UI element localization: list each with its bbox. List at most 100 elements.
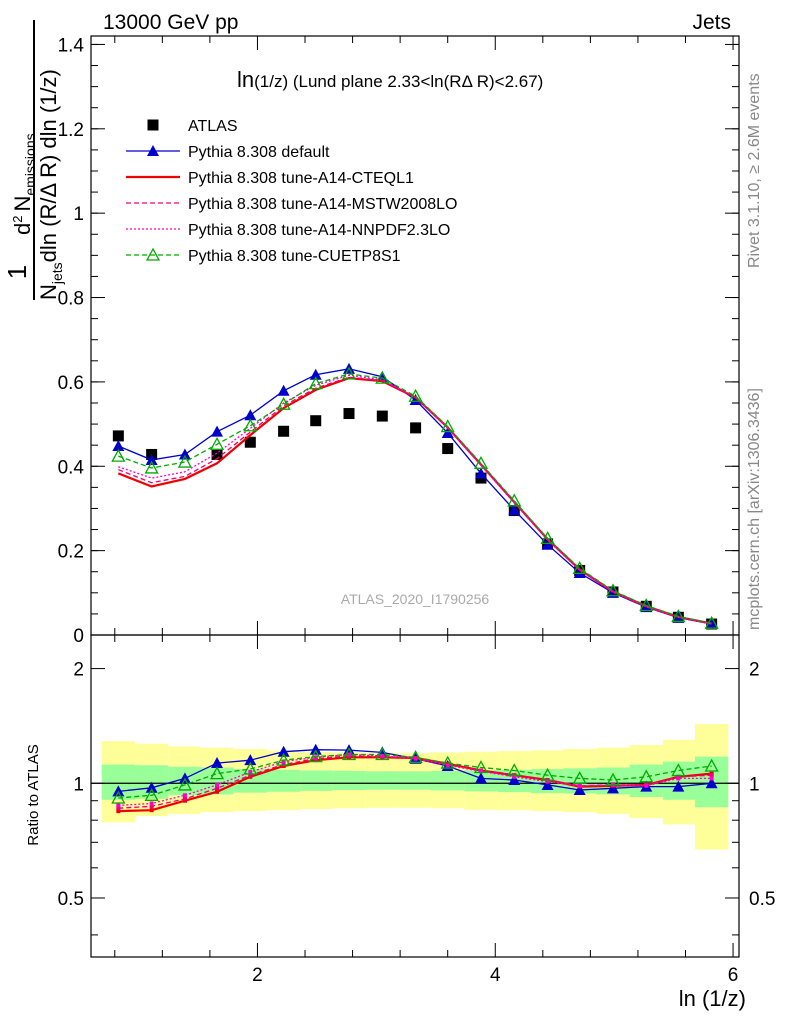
ratio-series-marker [545, 779, 550, 784]
ratio-panel: 2 4 6 0.5 0.5 1 1 2 2 [58, 634, 775, 986]
stat-uncertainty-band [431, 770, 465, 791]
energy-label: 13000 GeV pp [103, 11, 238, 34]
data-point-atlas [244, 436, 256, 448]
ratio-series-marker [182, 793, 187, 798]
stat-uncertainty-band [398, 771, 432, 790]
main-series-marker [440, 419, 455, 433]
main-series-marker [112, 440, 125, 452]
ratio-series-marker [116, 809, 121, 814]
main-series-marker [473, 455, 489, 469]
main-series-marker [277, 384, 290, 396]
main-series-line [118, 373, 712, 624]
ratio-series-marker [248, 770, 253, 775]
legend: ATLAS Pythia 8.308 default Pythia 8.308 tu… [126, 118, 457, 265]
ratio-series-marker [215, 786, 220, 791]
main-series-marker [605, 583, 621, 597]
main-series-marker [704, 615, 719, 629]
ratio-series-marker [209, 766, 225, 780]
stat-uncertainty-band [332, 770, 366, 791]
ratio-series-marker [709, 776, 714, 781]
ratio-series-marker [309, 743, 322, 755]
ratio-series-marker [577, 783, 582, 788]
ratio-series-marker [313, 755, 318, 760]
main-series-marker [309, 368, 322, 380]
y-tick-label: 0.8 [58, 289, 84, 310]
ratio-series-marker [639, 769, 654, 783]
data-point-atlas [343, 408, 355, 420]
ratio-series-marker [116, 803, 121, 808]
ratio-series-marker [182, 796, 187, 801]
legend-label: Pythia 8.308 default [188, 144, 330, 161]
ratio-series-marker [606, 782, 619, 794]
ratio-series-marker [281, 759, 286, 764]
main-series-marker [145, 453, 158, 465]
legend-marker [147, 145, 159, 156]
legend-marker [147, 119, 159, 131]
ratio-series-marker [671, 763, 686, 777]
ratio-series-marker [408, 749, 423, 763]
main-series-marker [541, 538, 554, 550]
y-tick-label: 1.2 [58, 120, 84, 141]
stat-uncertainty-band [300, 770, 333, 791]
main-series-marker [243, 418, 258, 432]
analysis-label: ATLAS_2020_I1790256 [341, 591, 490, 607]
main-series-marker [507, 493, 522, 507]
stat-uncertainty-band [662, 761, 696, 800]
ylabel-numerator: 1 [2, 265, 32, 279]
stat-uncertainty-band [266, 769, 301, 792]
main-series-marker [409, 394, 422, 406]
legend-label: Pythia 8.308 tune-A14-NNPDF2.3LO [188, 222, 450, 239]
main-series-marker [540, 531, 555, 545]
ratio-series-marker [512, 774, 517, 779]
plot-title: ln(1/z) (Lund plane 2.33<ln(RΔ R)<2.67) [237, 67, 543, 92]
ratio-series-marker [149, 808, 154, 813]
ratio-series-marker [341, 747, 357, 761]
ylabel-denominator: Njetsdln (R/Δ R) dln (1/z) [36, 69, 65, 300]
ratio-series-marker [149, 801, 154, 806]
ratio-series-marker [380, 753, 385, 758]
ratio-series-marker [573, 784, 586, 796]
ratio-series-marker [308, 749, 323, 763]
ratio-series-marker [215, 789, 220, 794]
ylabel-top: d2 Nemissions [10, 133, 38, 235]
x-tick-label: 6 [728, 965, 739, 986]
main-series-marker [474, 467, 487, 479]
ratio-series-marker [705, 777, 718, 789]
data-point-atlas [442, 443, 454, 455]
ratio-y-tick-label-right: 1 [749, 774, 760, 795]
legend-marker [145, 247, 161, 261]
ylabel-nem: N [10, 196, 35, 212]
ratio-y-axis-label: Ratio to ATLAS [25, 744, 42, 845]
x-tick-label: 2 [252, 965, 263, 986]
main-series-marker [671, 609, 686, 623]
ylabel-den-sub: jets [49, 262, 65, 285]
data-point-atlas [376, 410, 388, 422]
y-tick-label: 0.6 [58, 373, 84, 394]
ratio-series-marker [276, 752, 291, 766]
ratio-series-marker [440, 755, 455, 769]
main-series-marker [308, 376, 323, 390]
main-y-axis-label: 1 Njetsdln (R/Δ R) dln (1/z) d2 Nemission… [2, 20, 65, 300]
ratio-series-marker [248, 773, 253, 778]
data-point-atlas [278, 425, 290, 437]
legend-label: ATLAS [188, 118, 238, 135]
ratio-series-marker [144, 787, 159, 801]
ratio-series-marker [149, 804, 154, 809]
main-series-line [117, 376, 712, 625]
ratio-y-tick-label: 2 [73, 660, 84, 681]
ratio-series-marker [644, 783, 649, 788]
ratio-series-marker [111, 790, 126, 804]
ratio-y-tick-label-right: 2 [749, 660, 760, 681]
ratio-series-marker [572, 771, 587, 785]
ratio-series-marker [145, 781, 158, 793]
ratio-series-marker [507, 763, 522, 777]
main-series-line [118, 368, 712, 625]
main-series-marker [375, 370, 390, 384]
ratio-series-marker [541, 778, 554, 790]
ylabel-den-rest: dln (R/Δ R) dln (1/z) [36, 69, 61, 262]
main-series-marker [177, 454, 193, 468]
main-series-marker [408, 388, 423, 402]
ratio-y-tick-label: 0.5 [58, 889, 84, 910]
ratio-series-marker [413, 756, 418, 761]
